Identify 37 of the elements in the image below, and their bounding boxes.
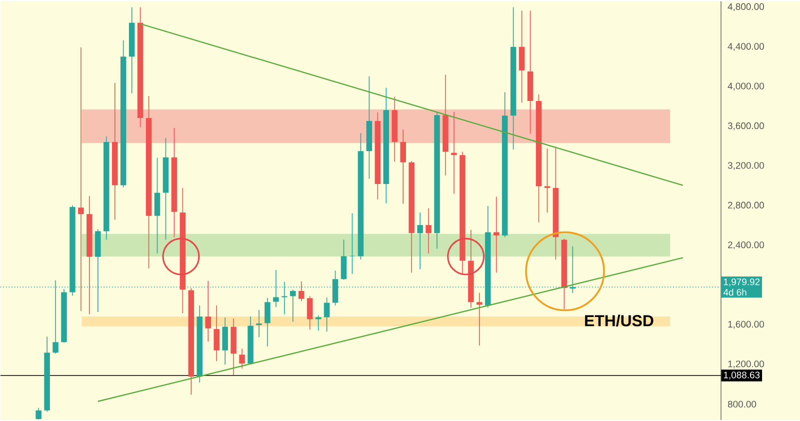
- candlestick: [298, 281, 304, 302]
- y-tick-label: 2,800.00: [728, 202, 764, 210]
- text: 4d 6h: [723, 288, 746, 296]
- candlestick: [315, 315, 322, 332]
- y-tick-label: 4,400.00: [728, 43, 764, 52]
- candlestick: [214, 305, 220, 362]
- candlestick: [493, 196, 500, 274]
- candlestick: [239, 348, 245, 370]
- candlestick: [264, 298, 270, 348]
- candlestick: [324, 297, 330, 332]
- text: ETH/USD: [585, 314, 654, 327]
- y-tick-label: 4,800.00: [728, 4, 764, 12]
- y-tick-label: 4,000.00: [728, 82, 764, 91]
- y-tick-label: 1,600.00: [728, 321, 764, 329]
- candlestick: [400, 129, 406, 204]
- candlestick: [306, 296, 313, 330]
- candlestick: [451, 112, 457, 194]
- candlestick: [518, 10, 525, 104]
- y-tick-label: 2,400.00: [728, 242, 764, 250]
- candlestick: [78, 47, 84, 312]
- candlestick: [205, 280, 211, 342]
- candlestick: [290, 289, 296, 322]
- candlestick: [36, 408, 42, 420]
- y-tick-label: 800.00: [728, 401, 756, 408]
- candlestick: [544, 148, 550, 214]
- candlestick: [476, 292, 482, 346]
- y-tick-label: 3,200.00: [728, 162, 764, 170]
- y-tick-label: 3,600.00: [728, 122, 764, 130]
- ref-line-label: 1,088.63: [724, 372, 760, 380]
- ref-line-label: 1,979.92: [724, 278, 760, 287]
- candlestick: [426, 208, 432, 254]
- candlestick: [222, 317, 228, 366]
- candlestick: [417, 212, 423, 270]
- candlestick: [154, 158, 160, 254]
- y-tick-label: 1,200.00: [728, 360, 764, 369]
- candlestick: [340, 240, 347, 280]
- candlestick: [256, 310, 262, 338]
